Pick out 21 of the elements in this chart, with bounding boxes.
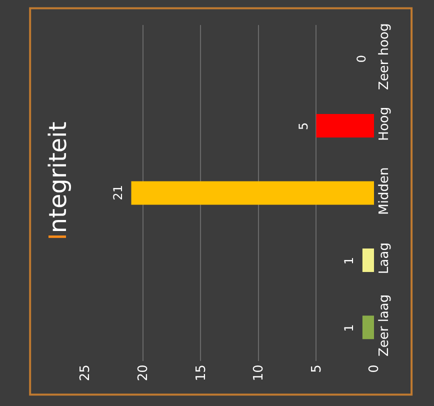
bar xyxy=(316,114,374,138)
y-tick-label: Hoog xyxy=(377,106,392,141)
x-tick-label: 25 xyxy=(78,364,94,382)
data-label: 21 xyxy=(111,184,126,200)
x-tick-label: 5 xyxy=(309,364,324,373)
bar xyxy=(362,248,374,272)
data-label: 5 xyxy=(296,122,310,130)
x-tick-label: 15 xyxy=(194,364,209,382)
x-tick-label: 0 xyxy=(367,364,382,373)
x-tick-label: 10 xyxy=(252,364,267,382)
text: Integriteit xyxy=(44,122,72,240)
y-tick-label: Zeer hoog xyxy=(377,23,392,90)
y-tick-label: Zeer laag xyxy=(377,294,392,357)
data-label: 1 xyxy=(342,324,356,332)
y-tick-label: Laag xyxy=(377,242,392,274)
bar xyxy=(362,316,374,340)
data-label: 1 xyxy=(342,257,356,265)
y-tick-label: Midden xyxy=(377,167,392,215)
x-tick-label: 20 xyxy=(136,364,152,382)
bar xyxy=(131,181,374,205)
data-label: 0 xyxy=(354,54,368,63)
